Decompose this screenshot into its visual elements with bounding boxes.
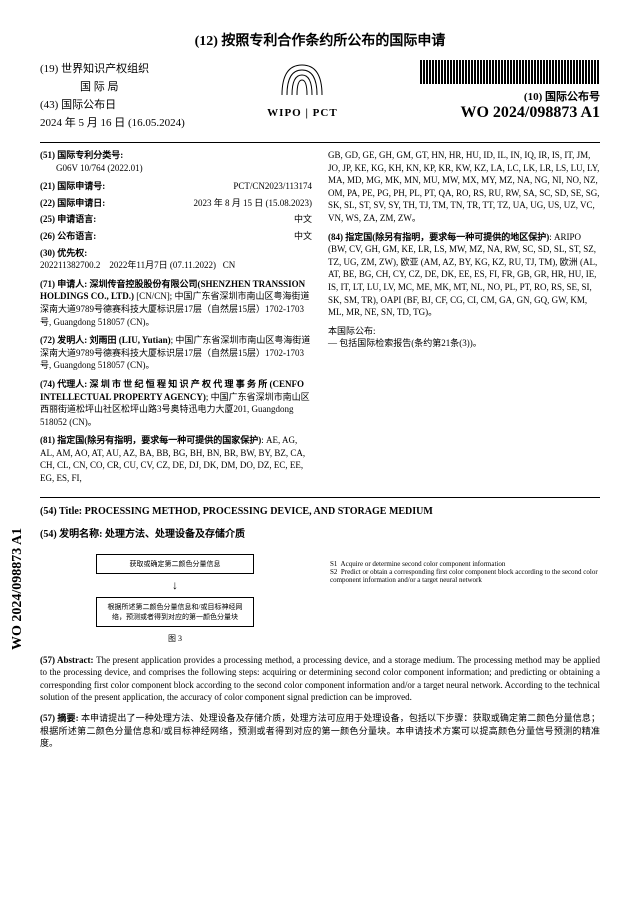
flow-box-2: 根据所述第二颜色分量信息和/或目标神经网络，预测或者得到对应的第一颜色分量块: [96, 597, 254, 627]
bibliographic-two-col: (51) 国际专利分类号: G06V 10/764 (2022.01) (21)…: [40, 149, 600, 491]
field-22: (22) 国际申请日: 2023 年 8 月 15 日 (15.08.2023): [40, 197, 312, 210]
patent-page: (12) 按照专利合作条约所公布的国际申请 (19) 世界知识产权组织 国 际 …: [0, 0, 640, 788]
f51-value: G06V 10/764 (2022.01): [40, 163, 143, 173]
wipo-pct-label: WIPO | PCT: [267, 107, 337, 119]
f51-label: (51) 国际专利分类号:: [40, 150, 123, 160]
flow-box-1: 获取或确定第二颜色分量信息: [96, 554, 254, 574]
s1-label: S1: [330, 560, 337, 568]
f84-list: : ARIPO (BW, CV, GH, GM, KE, LR, LS, MW,…: [328, 232, 597, 318]
figure-flowchart: 获取或确定第二颜色分量信息 ↓ 根据所述第二颜色分量信息和/或目标神经网络，预测…: [40, 550, 310, 644]
pub-local-item: — 包括国际检索报告(条约第21条(3))。: [328, 337, 600, 350]
f84-label: (84) 指定国(除另有指明，要求每一种可提供的地区保护): [328, 232, 549, 242]
abstract-en: (57) Abstract: The present application p…: [40, 654, 600, 704]
arrow-down-icon: ↓: [40, 578, 310, 593]
f30-date: 2022年11月7日 (07.11.2022): [109, 260, 216, 270]
figure-label: 图 3: [40, 633, 310, 644]
countries-continued: GB, GD, GE, GH, GM, GT, HN, HR, HU, ID, …: [328, 149, 600, 225]
side-pub-num: WO 2024/098873 A1: [10, 528, 26, 650]
header-center: WIPO | PCT: [267, 60, 337, 119]
f25-label: (25) 申请语言:: [40, 213, 130, 226]
barcode-icon: [420, 60, 600, 84]
right-column: GB, GD, GE, GH, GM, GT, HN, HR, HU, ID, …: [328, 149, 600, 491]
f21-label: (21) 国际申请号:: [40, 180, 130, 193]
header-left: (19) 世界知识产权组织 国 际 局 (43) 国际公布日 2024 年 5 …: [40, 60, 185, 132]
field-26: (26) 公布语言: 中文: [40, 230, 312, 243]
s2-text: Predict or obtain a corresponding first …: [330, 568, 598, 584]
pub-date: 2024 年 5 月 16 日 (16.05.2024): [40, 114, 185, 130]
title-cn: (54) 发明名称: 处理方法、处理设备及存储介质: [40, 525, 600, 540]
f30-app: 202211382700.2: [40, 260, 100, 270]
field-84: (84) 指定国(除另有指明，要求每一种可提供的地区保护): ARIPO (BW…: [328, 231, 600, 319]
abstract-cn-label: (57) 摘要:: [40, 713, 81, 723]
legend-s2: S2 Predict or obtain a corresponding fir…: [330, 568, 600, 584]
f21-value: PCT/CN2023/113174: [130, 180, 312, 193]
field-74: (74) 代理人: 深 圳 市 世 纪 恒 程 知 识 产 权 代 理 事 务 …: [40, 378, 312, 428]
left-column: (51) 国际专利分类号: G06V 10/764 (2022.01) (21)…: [40, 149, 312, 491]
abstract-en-label: (57) Abstract:: [40, 655, 96, 665]
f25-value: 中文: [130, 213, 312, 226]
main-title: (12) 按照专利合作条约所公布的国际申请: [40, 30, 600, 50]
header-right: (10) 国际公布号 WO 2024/098873 A1: [420, 60, 600, 122]
bureau: 国 际 局: [40, 78, 185, 94]
header-row: (19) 世界知识产权组织 国 际 局 (43) 国际公布日 2024 年 5 …: [40, 60, 600, 132]
field-25: (25) 申请语言: 中文: [40, 213, 312, 226]
s2-label: S2: [330, 568, 337, 576]
pub-local: 本国际公布: — 包括国际检索报告(条约第21条(3))。: [328, 325, 600, 350]
field-71: (71) 申请人: 深圳传音控股股份有限公司(SHENZHEN TRANSSIO…: [40, 278, 312, 328]
f81-label: (81) 指定国(除另有指明，要求每一种可提供的国家保护): [40, 435, 261, 445]
f72-label: (72) 发明人: 刘雨田 (LIU, Yutian): [40, 335, 171, 345]
field-72: (72) 发明人: 刘雨田 (LIU, Yutian); 中国广东省深圳市南山区…: [40, 334, 312, 372]
pub-num-label: (10) 国际公布号: [420, 88, 600, 104]
field-51: (51) 国际专利分类号: G06V 10/764 (2022.01): [40, 149, 312, 174]
f26-value: 中文: [130, 230, 312, 243]
f30-country: CN: [223, 260, 236, 270]
f22-label: (22) 国际申请日:: [40, 197, 130, 210]
divider: [40, 142, 600, 143]
pub-num: WO 2024/098873 A1: [420, 104, 600, 122]
figure-area: 获取或确定第二颜色分量信息 ↓ 根据所述第二颜色分量信息和/或目标神经网络，预测…: [40, 550, 600, 644]
pub-local-label: 本国际公布:: [328, 325, 600, 338]
divider: [40, 497, 600, 498]
f22-value: 2023 年 8 月 15 日 (15.08.2023): [130, 197, 312, 210]
title-en: (54) Title: PROCESSING METHOD, PROCESSIN…: [40, 506, 600, 517]
line-19: (19) 世界知识产权组织: [40, 60, 185, 76]
abstract-en-text: The present application provides a proce…: [40, 655, 600, 703]
legend-s1: S1 Acquire or determine second color com…: [330, 560, 600, 568]
f30-label: (30) 优先权:: [40, 248, 87, 258]
field-21: (21) 国际申请号: PCT/CN2023/113174: [40, 180, 312, 193]
s1-text: Acquire or determine second color compon…: [341, 560, 506, 568]
line-43: (43) 国际公布日: [40, 96, 185, 112]
wipo-logo-icon: [277, 60, 327, 100]
figure-legend: S1 Acquire or determine second color com…: [330, 550, 600, 644]
field-30: (30) 优先权: 202211382700.2 2022年11月7日 (07.…: [40, 247, 312, 272]
f26-label: (26) 公布语言:: [40, 230, 130, 243]
abstract-cn-text: 本申请提出了一种处理方法、处理设备及存储介质，处理方法可应用于处理设备，包括以下…: [40, 713, 600, 748]
abstract-cn: (57) 摘要: 本申请提出了一种处理方法、处理设备及存储介质，处理方法可应用于…: [40, 712, 600, 750]
field-81: (81) 指定国(除另有指明，要求每一种可提供的国家保护): AE, AG, A…: [40, 434, 312, 484]
